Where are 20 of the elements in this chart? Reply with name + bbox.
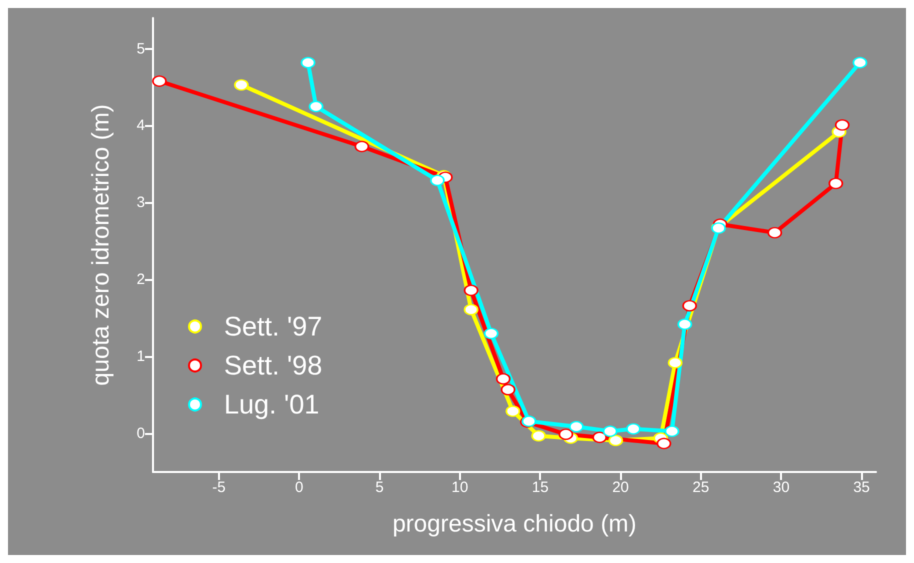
x-tick-label: 30 [772, 479, 790, 496]
x-tick-label: 5 [375, 479, 384, 496]
y-tick-label: 5 [136, 40, 145, 58]
x-axis-title: progressiva chiodo (m) [392, 510, 637, 538]
y-tick-label: 3 [136, 194, 145, 212]
y-tick-label: 2 [136, 271, 145, 288]
y-tick-label: 1 [136, 348, 145, 366]
x-tick-label: -5 [212, 479, 226, 496]
x-tick-label: 20 [612, 479, 629, 496]
x-tick-label: 0 [295, 479, 304, 496]
y-tick-label: 4 [136, 117, 145, 134]
legend-label: Lug. '01 [224, 390, 320, 420]
x-tick-label: 10 [452, 479, 468, 496]
legend-label: Sett. '97 [224, 312, 322, 342]
y-tick-label: 0 [136, 425, 145, 442]
x-tick-label: 35 [853, 479, 870, 496]
x-tick-label: 15 [532, 479, 549, 496]
legend-label: Sett. '98 [224, 350, 322, 380]
y-axis-title: quota zero idrometrico (m) [88, 104, 114, 386]
x-tick-label: 25 [692, 479, 710, 496]
